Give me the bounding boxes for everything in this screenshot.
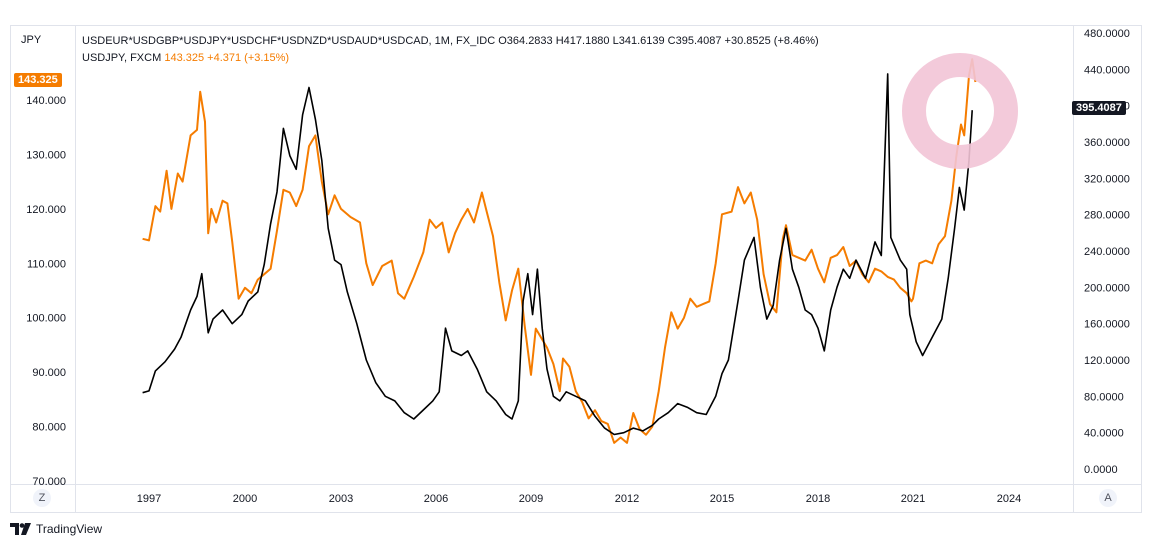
x-axis-tick-label: 2003 [329, 493, 353, 505]
auto-scale-button[interactable]: A [1099, 489, 1117, 507]
highlight-circle [902, 53, 1018, 169]
right-axis-divider [1073, 25, 1074, 513]
right-axis-tick-label: 440.0000 [1084, 64, 1130, 76]
left-axis-tick-label: 80.000 [32, 422, 66, 434]
right-axis-tick-label: 280.0000 [1084, 210, 1130, 222]
right-axis-tick-label: 0.0000 [1084, 464, 1118, 476]
usdjpy-line [142, 58, 977, 444]
left-axis-tick-label: 70.000 [32, 476, 66, 488]
x-axis-tick-label: 2018 [806, 493, 830, 505]
tradingview-logo-icon [10, 523, 31, 535]
right-axis-tick-label: 200.0000 [1084, 282, 1130, 294]
basket-line [142, 73, 973, 436]
x-axis-tick-label: 2021 [901, 493, 925, 505]
right-axis-tick-label: 320.0000 [1084, 173, 1130, 185]
time-axis-divider [10, 484, 1142, 485]
right-axis-tick-label: 120.0000 [1084, 355, 1130, 367]
x-axis-tick-label: 2024 [997, 493, 1021, 505]
x-axis-tick-label: 2009 [519, 493, 543, 505]
zoom-button[interactable]: Z [33, 489, 51, 507]
x-axis-tick-label: 2012 [615, 493, 639, 505]
right-axis-tick-label: 240.0000 [1084, 246, 1130, 258]
right-axis-tick-label: 40.0000 [1084, 428, 1124, 440]
usdjpy-legend-value: 143.325 +4.371 (+3.15%) [164, 52, 290, 64]
right-axis-tick-label: 480.0000 [1084, 28, 1130, 40]
left-axis-divider [75, 25, 76, 513]
left-axis-tick-label: 90.000 [32, 367, 66, 379]
tradingview-logo-text: TradingView [36, 522, 103, 536]
basket-price-tag: 395.4087 [1072, 101, 1126, 115]
chart-pane[interactable] [10, 25, 1142, 513]
usdjpy-legend-name: USDJPY, FXCM [82, 52, 162, 64]
right-axis-tick-label: 160.0000 [1084, 319, 1130, 331]
x-axis-tick-label: 2006 [424, 493, 448, 505]
x-axis-tick-label: 1997 [137, 493, 161, 505]
x-axis-tick-label: 2000 [233, 493, 257, 505]
left-axis-tick-label: 130.000 [26, 149, 66, 161]
right-axis-tick-label: 360.0000 [1084, 137, 1130, 149]
left-axis-tick-label: 140.000 [26, 95, 66, 107]
left-axis-tick-label: 100.000 [26, 313, 66, 325]
basket-series-legend[interactable]: USDEUR*USDGBP*USDJPY*USDCHF*USDNZD*USDAU… [82, 35, 819, 47]
usdjpy-series-legend[interactable]: USDJPY, FXCM 143.325 +4.371 (+3.15%) [82, 52, 289, 64]
left-axis-tick-label: 120.000 [26, 204, 66, 216]
right-axis-tick-label: 80.0000 [1084, 391, 1124, 403]
tradingview-logo[interactable]: TradingView [10, 522, 102, 536]
left-axis-unit: JPY [21, 34, 42, 46]
x-axis-tick-label: 2015 [710, 493, 734, 505]
left-axis-tick-label: 110.000 [27, 258, 66, 270]
usdjpy-price-tag: 143.325 [14, 73, 62, 87]
